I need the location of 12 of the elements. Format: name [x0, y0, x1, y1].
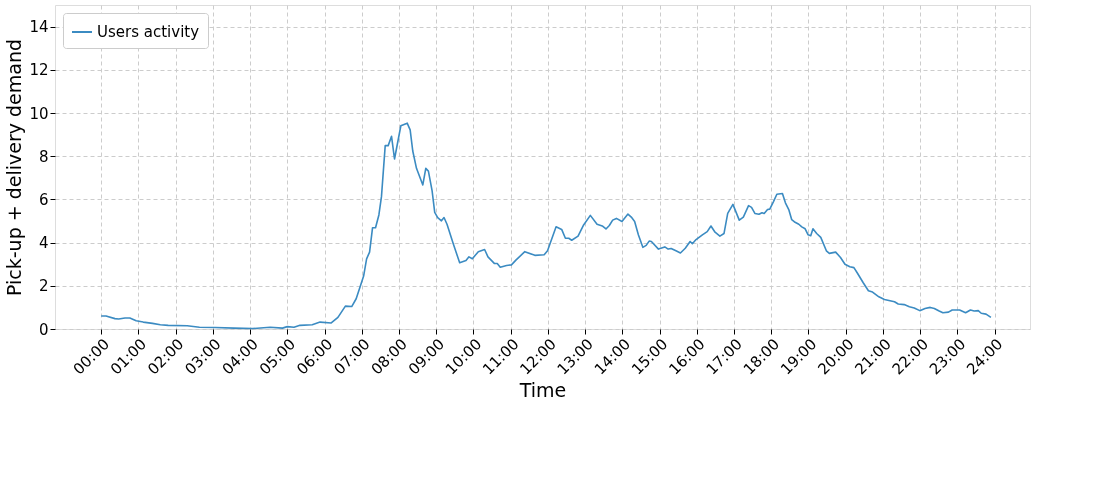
- y-tick-label: 10: [29, 104, 49, 123]
- y-tick-label: 8: [38, 147, 49, 166]
- y-tick-label: 4: [38, 234, 49, 253]
- legend-label: Users activity: [97, 23, 200, 41]
- x-axis-title: Time: [518, 378, 567, 401]
- y-tick-label: 0: [38, 320, 49, 339]
- y-tick-label: 6: [38, 190, 49, 209]
- y-tick-label: 12: [29, 61, 49, 80]
- line-series: [100, 122, 992, 330]
- y-axis-title: Pick-up + delivery demand: [3, 38, 26, 297]
- y-tick-label: 2: [38, 277, 49, 296]
- y-tick-label: 14: [29, 18, 49, 37]
